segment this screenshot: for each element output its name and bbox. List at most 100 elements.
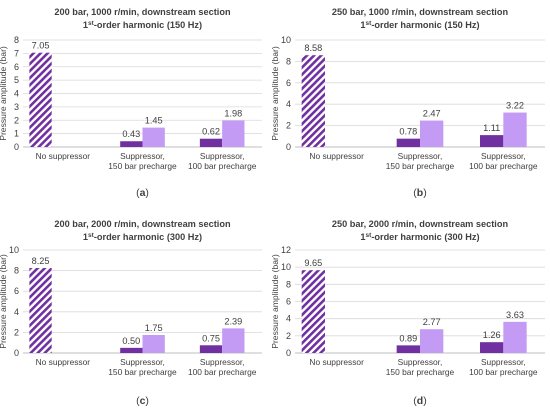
x-tick-label: No suppressor <box>309 357 364 367</box>
x-tick-label: 150 bar precharge <box>108 161 177 171</box>
y-axis-label: Pressure amplitude (bar) <box>270 254 280 349</box>
x-tick-label: No suppressor <box>36 151 91 161</box>
chart-subtitle: 1st-order harmonic (150 Hz) <box>83 20 202 30</box>
data-label: 9.65 <box>304 258 322 268</box>
y-tick-label: 1 <box>14 129 19 139</box>
data-label: 0.89 <box>399 333 417 343</box>
x-tick-label: No suppressor <box>36 357 91 367</box>
y-tick-label: 4 <box>14 307 19 317</box>
chart-panel-3: 200 bar, 2000 r/min, downstream section 1… <box>0 219 262 407</box>
bar-hatched <box>301 270 325 353</box>
bar-light <box>222 120 245 147</box>
data-label: 1.11 <box>483 123 500 133</box>
data-label: 3.63 <box>506 310 524 320</box>
y-tick-label: 0 <box>14 142 19 152</box>
x-tick-label: Suppressor, <box>120 357 165 367</box>
x-tick-label: 100 bar precharge <box>469 367 538 377</box>
bar-light <box>142 334 165 353</box>
bar-dark <box>199 345 223 353</box>
bar-dark <box>199 138 223 147</box>
bar-light <box>420 329 444 353</box>
x-tick-label: 100 bar precharge <box>188 161 257 171</box>
chart-title: 250 bar, 1000 r/min, downstream section <box>332 7 509 17</box>
x-tick-label: 150 bar precharge <box>108 367 177 377</box>
y-tick-label: 0 <box>14 348 19 358</box>
bar-dark <box>480 342 504 353</box>
chart-title: 200 bar, 2000 r/min, downstream section <box>54 219 231 229</box>
y-axis-label: Pressure amplitude (bar) <box>0 254 8 349</box>
chart-subtitle: 1st-order harmonic (150 Hz) <box>360 20 479 30</box>
y-tick-label: 3 <box>14 102 19 112</box>
data-label: 3.22 <box>506 101 524 111</box>
panel-label: (a) <box>136 187 149 199</box>
bar-light <box>503 112 527 147</box>
x-tick-label: Suppressor, <box>200 357 245 367</box>
chart-panel-4: 250 bar, 2000 r/min, downstream section 1… <box>270 219 545 407</box>
data-label: 0.50 <box>122 336 140 346</box>
y-tick-label: 5 <box>14 75 19 85</box>
bar-dark <box>480 135 504 147</box>
y-tick-label: 2 <box>14 327 19 337</box>
data-label: 0.43 <box>122 129 140 139</box>
data-label: 0.78 <box>399 127 417 137</box>
y-tick-label: 8 <box>286 279 291 289</box>
data-label: 1.26 <box>483 330 501 340</box>
chart-subtitle: 1st-order harmonic (300 Hz) <box>83 232 202 242</box>
y-axis-label: Pressure amplitude (bar) <box>0 46 8 141</box>
y-tick-label: 6 <box>286 297 291 307</box>
bar-light <box>142 127 165 147</box>
x-tick-label: 150 bar precharge <box>386 367 455 377</box>
x-tick-label: Suppressor, <box>481 357 526 367</box>
bar-hatched <box>301 55 325 147</box>
y-tick-label: 2 <box>286 331 291 341</box>
data-label: 1.98 <box>224 109 242 119</box>
y-tick-label: 6 <box>14 62 19 72</box>
y-tick-label: 8 <box>14 266 19 276</box>
y-tick-label: 4 <box>286 314 291 324</box>
y-tick-label: 8 <box>14 35 19 45</box>
data-label: 2.77 <box>423 317 441 327</box>
data-label: 0.75 <box>202 333 220 343</box>
x-tick-label: Suppressor, <box>398 357 443 367</box>
x-tick-label: 150 bar precharge <box>386 161 455 171</box>
bar-dark <box>396 345 420 353</box>
data-label: 1.75 <box>145 323 163 333</box>
x-tick-label: 100 bar precharge <box>188 367 257 377</box>
chart-subtitle: 1st-order harmonic (300 Hz) <box>360 232 479 242</box>
bar-hatched <box>29 268 52 353</box>
y-tick-label: 6 <box>14 286 19 296</box>
y-tick-label: 12 <box>281 245 291 255</box>
y-tick-label: 8 <box>286 56 291 66</box>
chart-panel-2: 250 bar, 1000 r/min, downstream section 1… <box>270 7 545 199</box>
y-tick-label: 10 <box>281 35 291 45</box>
y-tick-label: 0 <box>286 348 291 358</box>
y-tick-label: 0 <box>286 142 291 152</box>
x-tick-label: No suppressor <box>309 151 364 161</box>
chart-title: 200 bar, 1000 r/min, downstream section <box>54 7 231 17</box>
bar-dark <box>396 138 420 147</box>
x-tick-label: Suppressor, <box>200 151 245 161</box>
bar-light <box>420 120 444 147</box>
bar-light <box>503 321 527 353</box>
data-label: 0.62 <box>202 127 220 137</box>
x-tick-label: Suppressor, <box>398 151 443 161</box>
panel-label: (d) <box>413 395 426 407</box>
bar-dark <box>120 141 143 147</box>
y-tick-label: 4 <box>286 99 291 109</box>
data-label: 1.45 <box>145 116 163 126</box>
chart-title: 250 bar, 2000 r/min, downstream section <box>332 219 509 229</box>
y-tick-label: 10 <box>281 262 291 272</box>
y-tick-label: 2 <box>14 115 19 125</box>
y-tick-label: 7 <box>14 48 19 58</box>
y-tick-label: 2 <box>286 121 291 131</box>
panel-label: (b) <box>413 187 426 199</box>
bar-hatched <box>29 52 52 147</box>
bar-light <box>222 328 245 353</box>
y-tick-label: 10 <box>9 245 19 255</box>
y-tick-label: 6 <box>286 78 291 88</box>
y-axis-label: Pressure amplitude (bar) <box>270 46 280 141</box>
y-tick-label: 4 <box>14 89 19 99</box>
x-tick-label: 100 bar precharge <box>469 161 538 171</box>
data-label: 2.39 <box>224 316 242 326</box>
